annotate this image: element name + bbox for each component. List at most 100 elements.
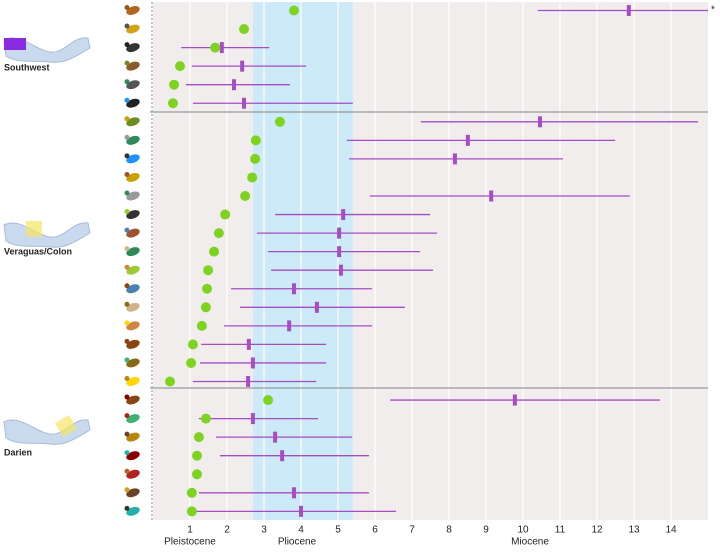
dot <box>247 172 258 183</box>
bird-head <box>124 134 130 140</box>
bird-icon <box>126 469 140 479</box>
x-tick-label: 12 <box>591 525 603 536</box>
dot <box>288 5 299 16</box>
bird-icon <box>126 506 140 516</box>
bird-head <box>124 60 130 66</box>
x-tick-label: 2 <box>224 525 230 536</box>
bird-icon <box>126 43 140 53</box>
bird-icon <box>126 414 140 424</box>
bird-head <box>124 450 130 456</box>
dot <box>250 153 261 164</box>
dot <box>220 209 231 220</box>
bird-icon <box>126 6 140 15</box>
bird-icon <box>126 302 140 312</box>
x-tick-label: 5 <box>335 525 341 536</box>
bird-head <box>124 357 130 363</box>
median-bar <box>250 413 255 425</box>
note-asterisk: * <box>711 5 715 16</box>
bird-head <box>124 209 130 215</box>
bird-icon <box>126 172 140 182</box>
plot-background <box>153 2 708 520</box>
median-bar <box>337 227 342 239</box>
median-bar <box>280 450 285 462</box>
median-bar <box>246 376 251 387</box>
dot <box>213 228 224 239</box>
median-bar <box>452 153 457 165</box>
x-tick-label: 9 <box>483 525 489 536</box>
bird-icon <box>126 135 140 145</box>
dot <box>186 506 197 517</box>
bird-icon <box>126 358 140 368</box>
x-tick-label: 14 <box>665 525 677 536</box>
region-map <box>3 415 91 445</box>
bird-icon <box>126 377 140 386</box>
bird-icon <box>126 247 140 257</box>
bird-head <box>124 487 130 493</box>
pliocene-band <box>252 2 353 520</box>
region-map <box>3 221 91 248</box>
bird-icon <box>126 395 140 405</box>
bird-head <box>124 116 130 122</box>
dot <box>192 450 203 461</box>
median-bar <box>291 487 296 499</box>
bird-head <box>124 413 130 419</box>
bird-head <box>124 505 130 511</box>
x-tick-label: 13 <box>628 525 640 536</box>
bird-icon <box>126 265 140 275</box>
x-tick-label: 4 <box>298 525 304 536</box>
median-bar <box>232 79 237 91</box>
bird-head <box>124 190 130 196</box>
bird-head <box>124 301 130 307</box>
median-bar <box>240 60 245 72</box>
bird-icon <box>126 154 140 164</box>
median-bar <box>246 338 251 350</box>
bird-icon <box>126 432 140 442</box>
bird-head <box>124 227 130 233</box>
dot <box>200 302 211 313</box>
bird-head <box>124 338 130 344</box>
dot <box>202 283 213 294</box>
median-bar <box>250 357 255 369</box>
x-tick-label: 7 <box>409 525 415 536</box>
median-bar <box>242 97 247 109</box>
dot <box>263 395 274 406</box>
region-label: Veraguas/Colon <box>4 246 72 256</box>
dot <box>210 42 221 53</box>
region-map <box>3 37 91 63</box>
bird-head <box>124 246 130 252</box>
dot <box>186 487 197 498</box>
bird-icon <box>126 24 140 34</box>
bird-head <box>124 468 130 474</box>
bird-head <box>124 431 130 437</box>
dot <box>169 79 180 90</box>
median-bar <box>538 116 543 128</box>
bird-icon <box>126 451 140 461</box>
median-bar <box>465 134 470 146</box>
x-tick-label: 11 <box>555 525 566 536</box>
bird-icon <box>126 191 140 201</box>
median-bar <box>341 209 346 221</box>
dot <box>167 98 178 109</box>
x-tick-label: 1 <box>187 525 193 536</box>
dot <box>186 357 197 368</box>
dot <box>187 339 198 350</box>
bird-icon <box>126 98 140 108</box>
bird-head <box>124 153 130 159</box>
dot <box>240 191 251 201</box>
bird-head <box>124 23 130 29</box>
region-label: Darien <box>4 447 32 457</box>
bird-icon <box>126 61 140 71</box>
bird-head <box>124 97 130 103</box>
bird-head <box>124 376 130 381</box>
median-bar <box>512 394 517 406</box>
bird-icon <box>126 80 140 90</box>
median-bar <box>489 190 494 202</box>
median-bar <box>337 246 342 258</box>
bird-head <box>124 79 130 85</box>
x-tick-label: 3 <box>261 525 267 536</box>
bird-icon <box>126 210 140 220</box>
bird-head <box>124 283 130 289</box>
dot <box>175 61 186 72</box>
bird-head <box>124 394 130 400</box>
